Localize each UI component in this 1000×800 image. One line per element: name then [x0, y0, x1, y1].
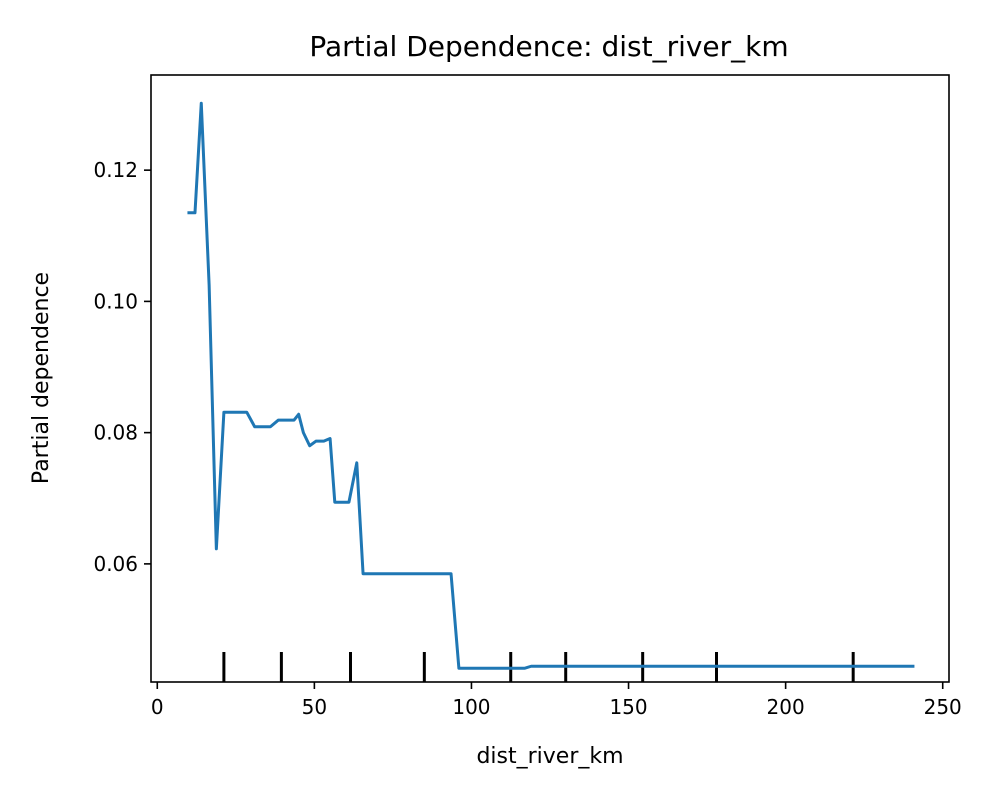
x-axis-label: dist_river_km: [476, 744, 623, 769]
y-tick-label: 0.06: [93, 552, 138, 576]
x-tick-label: 100: [452, 695, 490, 719]
y-axis-ticks: 0.06 0.08 0.10 0.12: [93, 158, 151, 576]
x-tick-label: 250: [924, 695, 962, 719]
y-axis-label: Partial dependence: [29, 272, 54, 484]
series-lines: [187, 101, 915, 670]
y-tick-label: 0.08: [93, 421, 138, 445]
x-tick-label: 50: [302, 695, 327, 719]
plot-frame: [150, 74, 950, 683]
chart-title: Partial Dependence: dist_river_km: [309, 30, 788, 63]
x-tick-label: 200: [767, 695, 805, 719]
x-tick-label: 150: [609, 695, 647, 719]
y-tick-label: 0.12: [93, 158, 138, 182]
series-line: [187, 101, 915, 670]
y-tick-label: 0.10: [93, 289, 138, 313]
x-tick-label: 0: [151, 695, 164, 719]
x-axis-ticks: 0 50 100 150 200 250: [151, 682, 962, 719]
